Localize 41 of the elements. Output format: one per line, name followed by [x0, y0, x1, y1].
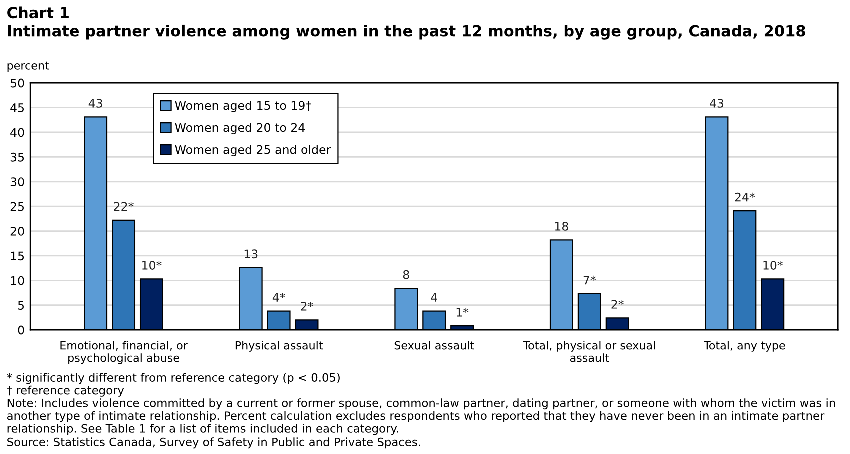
data-label: 2*: [612, 300, 624, 309]
y-tick-label: 50: [10, 78, 24, 88]
y-tick-label: 35: [10, 152, 24, 162]
text: * significantly different from reference category (p < 0.05): [7, 373, 340, 384]
data-label: 22*: [114, 202, 134, 211]
data-label: 10*: [142, 261, 162, 270]
x-tick-label: Total, physical or sexual assault: [523, 341, 656, 362]
x-tick-label: Sexual assault: [394, 341, 474, 350]
legend-label: Women aged 20 to 24: [175, 123, 306, 134]
y-tick-label: 15: [11, 252, 24, 261]
data-label: 4*: [272, 293, 286, 302]
y-tick-label: 10: [11, 276, 24, 286]
data-label: 18: [555, 222, 568, 231]
chart-title: Chart 1: [8, 6, 69, 19]
y-tick-label: 40: [10, 128, 24, 138]
legend-label: Women aged 15 to 19†: [175, 101, 312, 112]
data-label: 7*: [584, 276, 596, 285]
text: † reference category: [7, 386, 124, 397]
x-tick-label: Emotional, financial, or psychological abuse: [60, 341, 188, 364]
data-label: 43: [710, 99, 724, 108]
y-tick-label: 45: [10, 104, 24, 112]
data-label: 13: [244, 250, 258, 259]
x-tick-label: Physical assault: [236, 341, 324, 352]
text: Note: Includes violence committed by a current or former spouse, common-law partner, dating partner, or someone with whom the victim was in another type of intimate relationship. Percent calculation excludes respondents who reported that they have never been in an intimate partner relationship. See Table 1 for a list of items included in each category.: [7, 398, 836, 436]
source-note: Source: Statistics Canada, Survey of Safety in Public and Private Spaces.: [8, 438, 420, 449]
y-axis-title: percent: [8, 62, 50, 72]
data-label: 24*: [735, 192, 756, 202]
x-tick-label: Total, any type: [704, 341, 786, 352]
y-tick-label: 30: [10, 178, 24, 187]
data-label: 2*: [301, 302, 314, 311]
data-label: 10*: [764, 261, 783, 270]
y-tick-label: 25: [10, 202, 24, 212]
y-tick-label: 0: [18, 326, 24, 335]
data-label: 43: [88, 99, 102, 108]
legend-label: Women aged 25 and older: [175, 145, 332, 157]
y-tick-label: 20: [10, 226, 24, 236]
chart-subtitle: Intimate partner violence among women in the past 12 months, by age group, Canada, 2018: [8, 24, 806, 40]
data-label: 8: [403, 270, 410, 280]
y-tick-label: 5: [18, 301, 24, 310]
data-label: 1*: [456, 308, 469, 317]
data-label: 4: [431, 293, 438, 302]
